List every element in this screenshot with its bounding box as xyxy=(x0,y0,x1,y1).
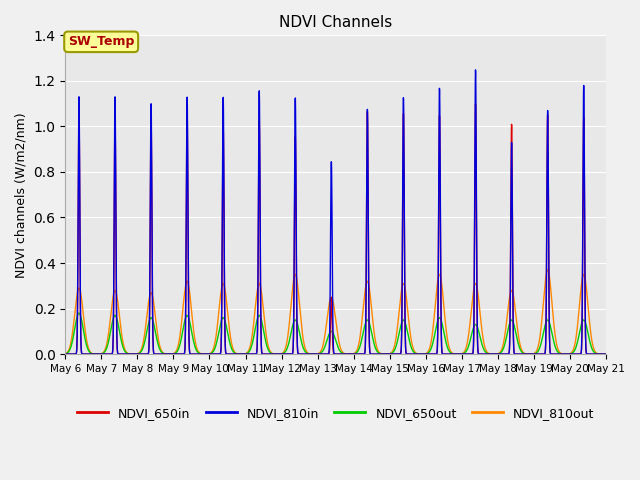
Legend: NDVI_650in, NDVI_810in, NDVI_650out, NDVI_810out: NDVI_650in, NDVI_810in, NDVI_650out, NDV… xyxy=(72,402,600,425)
NDVI_650out xyxy=(75,310,83,316)
NDVI_650out xyxy=(61,351,69,357)
NDVI_650out xyxy=(124,350,131,356)
NDVI_810out xyxy=(544,267,552,273)
NDVI_650in xyxy=(472,101,479,107)
NDVI_810out xyxy=(533,347,541,352)
Line: NDVI_650out: NDVI_650out xyxy=(65,313,606,354)
Line: NDVI_810out: NDVI_810out xyxy=(65,270,606,354)
NDVI_650in xyxy=(123,351,131,357)
Y-axis label: NDVI channels (W/m2/nm): NDVI channels (W/m2/nm) xyxy=(15,112,28,277)
NDVI_810in xyxy=(269,351,276,357)
NDVI_650out xyxy=(292,318,300,324)
NDVI_810out xyxy=(602,351,610,357)
Title: NDVI Channels: NDVI Channels xyxy=(279,15,392,30)
Text: SW_Temp: SW_Temp xyxy=(68,36,134,48)
Line: NDVI_650in: NDVI_650in xyxy=(65,104,606,354)
NDVI_650out xyxy=(156,345,163,351)
NDVI_650out xyxy=(592,350,600,356)
NDVI_810in xyxy=(61,351,69,357)
NDVI_810in xyxy=(592,351,600,357)
NDVI_810out xyxy=(61,351,69,357)
NDVI_810in xyxy=(156,351,163,357)
NDVI_810out xyxy=(156,340,163,346)
NDVI_810in xyxy=(602,351,610,357)
Line: NDVI_810in: NDVI_810in xyxy=(65,70,606,354)
NDVI_650in xyxy=(269,351,276,357)
NDVI_650in xyxy=(602,351,610,357)
NDVI_650in xyxy=(592,351,600,357)
NDVI_650in xyxy=(292,219,300,225)
NDVI_810in xyxy=(534,351,541,357)
NDVI_650out xyxy=(269,351,276,357)
NDVI_650in xyxy=(156,351,163,357)
NDVI_810in xyxy=(472,67,479,73)
NDVI_810out xyxy=(269,351,276,357)
NDVI_810out xyxy=(592,349,600,355)
NDVI_810out xyxy=(123,350,131,356)
NDVI_810in xyxy=(123,351,131,357)
NDVI_650out xyxy=(602,351,610,357)
NDVI_650in xyxy=(534,351,541,357)
NDVI_810out xyxy=(292,273,300,278)
NDVI_810in xyxy=(292,196,300,202)
NDVI_650in xyxy=(61,351,69,357)
NDVI_650out xyxy=(534,349,541,355)
